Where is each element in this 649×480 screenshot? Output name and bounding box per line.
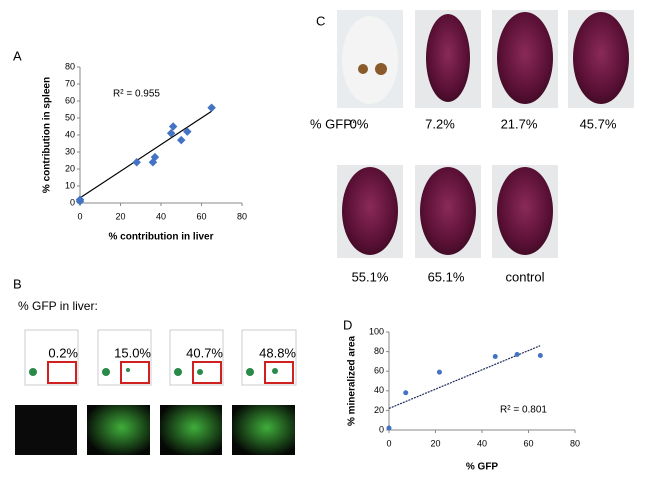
data-point [168, 122, 178, 131]
y-tick-label: 40 [65, 129, 75, 139]
panel-label: C [316, 13, 325, 28]
data-point [75, 195, 85, 204]
y-tick-label: 100 [369, 326, 384, 336]
data-point [177, 135, 186, 145]
panel-label: B [13, 276, 22, 291]
x-tick-label: 0 [77, 211, 82, 221]
y-tick-label: 70 [65, 78, 75, 88]
x-tick-label: 80 [570, 438, 580, 448]
y-axis-label: % contribution in spleen [42, 77, 53, 193]
gfp-percent: 48.8% [259, 345, 296, 360]
data-point [207, 103, 216, 113]
x-tick-label: 60 [523, 438, 533, 448]
gfp-percent: 0% [350, 116, 369, 131]
x-tick-label: 40 [477, 438, 487, 448]
data-point [436, 369, 442, 375]
y-tick-label: 80 [65, 61, 75, 71]
panel-label: A [13, 48, 22, 63]
gfp-percent: 65.1% [428, 269, 465, 284]
x-tick-label: 0 [386, 438, 391, 448]
data-point [492, 354, 498, 359]
y-tick-label: 10 [65, 180, 75, 190]
y-tick-label: 60 [65, 95, 75, 105]
data-point [166, 129, 176, 138]
y-tick-label: 20 [65, 163, 75, 173]
gfp-percent: 40.7% [186, 345, 223, 360]
y-tick-label: 60 [374, 366, 384, 376]
panel-label: D [343, 317, 352, 332]
annotation: R² = 0.955 [113, 89, 160, 100]
y-tick-label: 80 [374, 346, 384, 356]
y-tick-label: 30 [65, 146, 75, 156]
x-tick-label: 20 [430, 438, 440, 448]
y-axis-label: % mineralized area [347, 336, 358, 426]
data-point [403, 390, 409, 396]
data-point [183, 127, 192, 136]
gfp-photos [15, 405, 295, 455]
y-tick-label: 0 [379, 424, 384, 434]
x-tick-label: 80 [237, 211, 247, 221]
gfp-percent: 45.7% [580, 116, 617, 131]
data-point [150, 152, 160, 162]
gfp-percent: 0.2% [48, 345, 78, 360]
x-tick-label: 40 [156, 211, 166, 221]
gfp-percent: 7.2% [425, 116, 455, 131]
trendline [79, 110, 212, 199]
flow-plots [24, 329, 297, 386]
gfp-percent: 15.0% [114, 345, 151, 360]
y-tick-label: 50 [65, 112, 75, 122]
x-tick-label: 60 [196, 211, 206, 221]
y-tick-label: 20 [374, 405, 384, 415]
y-tick-label: 40 [374, 385, 384, 395]
panel-heading: % GFP in liver: [18, 299, 98, 313]
y-tick-label: 0 [70, 197, 75, 207]
gfp-percent: control [505, 269, 544, 284]
x-axis-label: % contribution in liver [108, 232, 213, 243]
annotation: R² = 0.801 [500, 405, 547, 416]
gfp-percent: 55.1% [352, 269, 389, 284]
panel-heading: % GFP: [310, 116, 356, 131]
data-point [537, 353, 543, 359]
bone-photos [337, 10, 634, 258]
data-point [386, 425, 392, 431]
trendline [388, 345, 541, 409]
x-tick-label: 20 [115, 211, 125, 221]
x-axis-label: % GFP [466, 462, 499, 473]
data-point [132, 157, 141, 167]
data-point [514, 352, 520, 358]
gfp-percent: 21.7% [501, 116, 538, 131]
